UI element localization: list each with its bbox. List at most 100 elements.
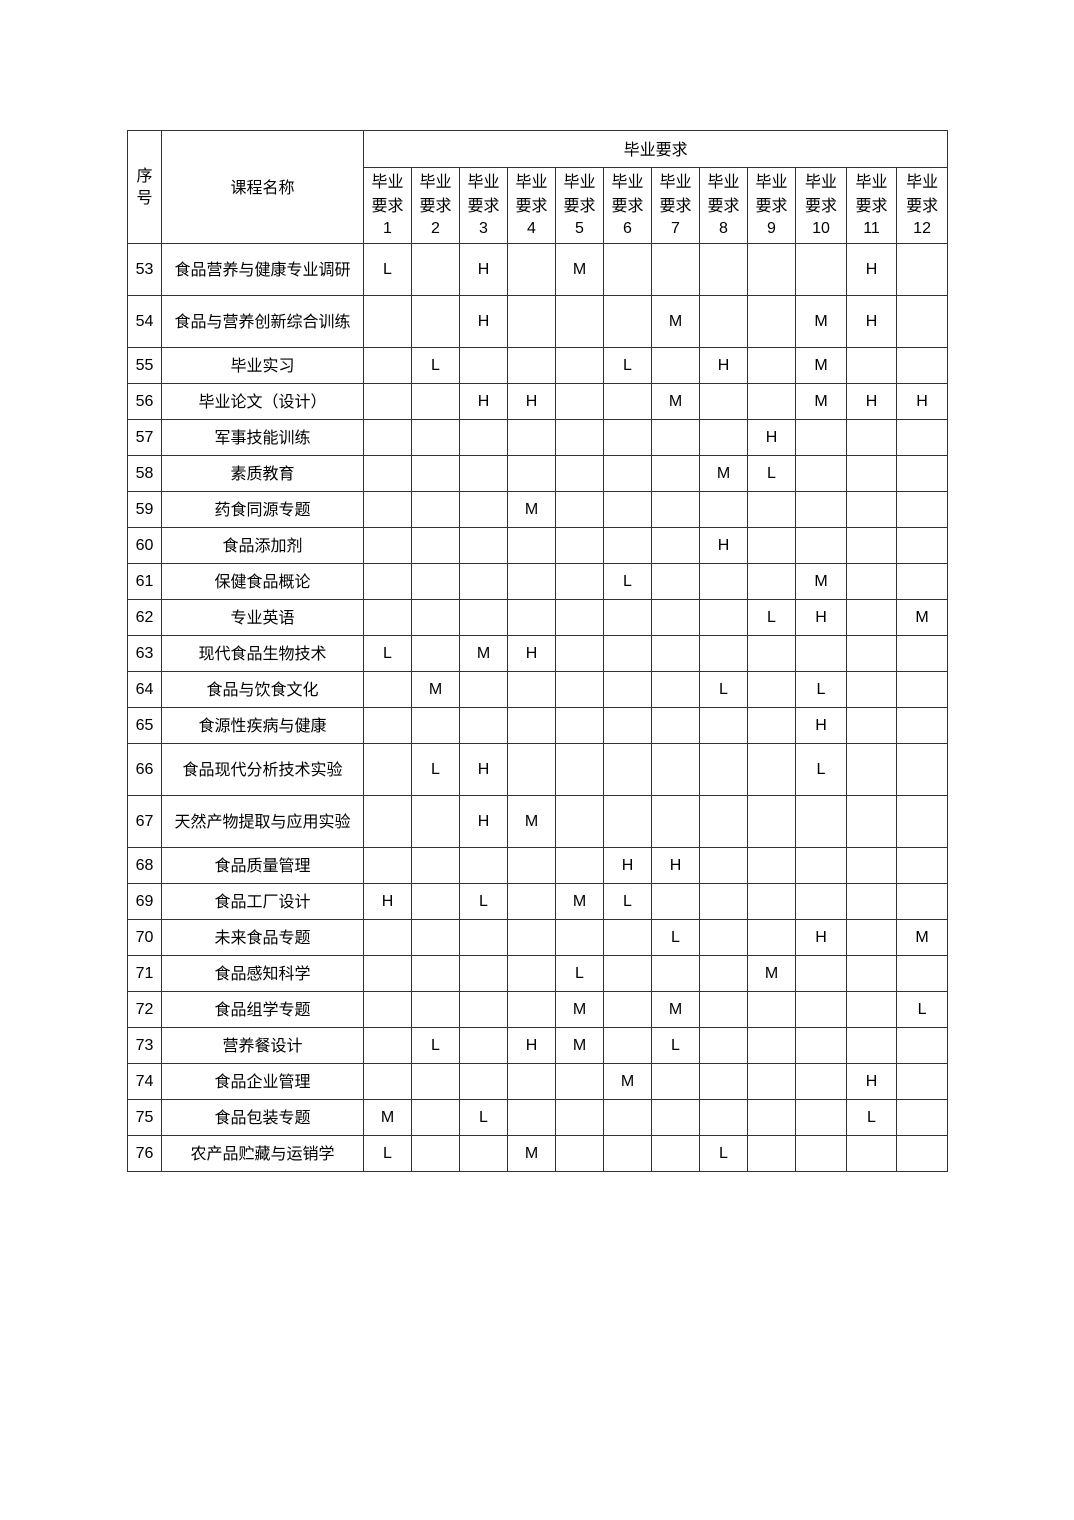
table-row: 55 毕业实习 L L H M xyxy=(127,347,949,384)
course-name: 食品感知科学 xyxy=(161,955,364,992)
requirement-level-cell: L xyxy=(603,347,652,384)
requirement-level-cell xyxy=(699,991,748,1028)
requirement-level-cell xyxy=(507,419,556,456)
requirement-header-number: 9 xyxy=(767,220,776,238)
requirement-header-4: 毕业要求 4 xyxy=(507,167,556,244)
requirement-level-cell xyxy=(363,1027,412,1064)
requirement-level-cell xyxy=(747,883,796,920)
requirement-level-cell xyxy=(363,347,412,384)
requirement-level-cell: M xyxy=(699,455,748,492)
requirement-level-cell: H xyxy=(603,847,652,884)
requirement-level-cell xyxy=(363,847,412,884)
requirement-level-cell xyxy=(555,527,604,564)
requirement-level-cell xyxy=(895,671,949,708)
table-row: 57 军事技能训练 H xyxy=(127,419,949,456)
requirement-level-cell xyxy=(699,563,748,600)
requirement-level-cell xyxy=(603,795,652,848)
table-row: 76 农产品贮藏与运销学 L M L xyxy=(127,1135,949,1172)
seq-header: 序号 xyxy=(127,130,162,244)
requirement-level-cell: M xyxy=(507,795,556,848)
requirement-header-5: 毕业要求 5 xyxy=(555,167,604,244)
requirement-level-cell: H xyxy=(459,295,508,348)
requirement-level-cell: M xyxy=(651,383,700,420)
requirement-level-cell xyxy=(651,635,700,672)
row-number: 70 xyxy=(127,919,162,956)
requirement-level-cell: L xyxy=(555,955,604,992)
requirement-level-cell xyxy=(795,455,847,492)
requirement-level-cell xyxy=(507,883,556,920)
requirement-level-cell: M xyxy=(651,295,700,348)
requirement-level-cell: L xyxy=(411,347,460,384)
requirement-level-cell xyxy=(651,491,700,528)
requirement-header-prefix: 毕业要求 xyxy=(804,172,837,215)
requirement-level-cell xyxy=(363,919,412,956)
requirement-level-cell: H xyxy=(795,919,847,956)
course-name: 农产品贮藏与运销学 xyxy=(161,1135,364,1172)
requirement-level-cell xyxy=(846,919,897,956)
requirement-level-cell: L xyxy=(363,243,412,296)
requirement-level-cell xyxy=(699,919,748,956)
requirement-level-cell xyxy=(459,671,508,708)
requirement-level-cell xyxy=(555,671,604,708)
requirement-level-cell xyxy=(603,743,652,796)
requirement-level-cell xyxy=(555,419,604,456)
requirement-level-cell xyxy=(846,847,897,884)
requirement-level-cell xyxy=(603,1099,652,1136)
requirement-level-cell: H xyxy=(459,383,508,420)
requirement-level-cell xyxy=(699,1063,748,1100)
requirement-level-cell xyxy=(555,919,604,956)
requirement-level-cell xyxy=(603,707,652,744)
requirement-level-cell xyxy=(846,883,897,920)
requirement-level-cell xyxy=(699,243,748,296)
requirement-level-cell: H xyxy=(459,243,508,296)
requirement-level-cell xyxy=(363,563,412,600)
requirement-level-cell xyxy=(603,955,652,992)
requirement-level-cell xyxy=(747,383,796,420)
requirement-level-cell xyxy=(895,635,949,672)
requirement-level-cell xyxy=(699,419,748,456)
table-row: 61 保健食品概论 L M xyxy=(127,563,949,600)
requirement-level-cell xyxy=(555,455,604,492)
requirement-level-cell xyxy=(846,527,897,564)
requirement-level-cell xyxy=(747,847,796,884)
requirement-header-2: 毕业要求 2 xyxy=(411,167,460,244)
requirement-level-cell xyxy=(651,671,700,708)
requirement-level-cell xyxy=(699,635,748,672)
requirement-header-10: 毕业要求 10 xyxy=(795,167,847,244)
requirement-level-cell xyxy=(795,635,847,672)
row-number: 62 xyxy=(127,599,162,636)
requirement-header-8: 毕业要求 8 xyxy=(699,167,748,244)
requirement-level-cell xyxy=(747,491,796,528)
row-number: 76 xyxy=(127,1135,162,1172)
requirement-level-cell xyxy=(411,295,460,348)
requirement-level-cell xyxy=(363,527,412,564)
requirement-level-cell: L xyxy=(895,991,949,1028)
requirement-level-cell xyxy=(895,491,949,528)
requirement-level-cell xyxy=(846,455,897,492)
row-number: 67 xyxy=(127,795,162,848)
requirement-level-cell xyxy=(699,1027,748,1064)
requirement-header-number: 7 xyxy=(671,220,680,238)
requirement-level-cell xyxy=(846,563,897,600)
requirement-level-cell: L xyxy=(411,743,460,796)
requirement-level-cell: H xyxy=(459,795,508,848)
requirement-header-number: 5 xyxy=(575,220,584,238)
requirement-level-cell xyxy=(507,243,556,296)
requirement-level-cell xyxy=(699,795,748,848)
requirement-level-cell: L xyxy=(363,1135,412,1172)
requirement-level-cell: M xyxy=(555,1027,604,1064)
table-row: 60 食品添加剂 H xyxy=(127,527,949,564)
row-number: 75 xyxy=(127,1099,162,1136)
requirement-level-cell xyxy=(555,491,604,528)
requirement-level-cell xyxy=(507,347,556,384)
requirement-level-cell xyxy=(363,491,412,528)
table-row: 65 食源性疾病与健康 H xyxy=(127,707,949,744)
requirement-level-cell xyxy=(747,1027,796,1064)
requirement-level-cell xyxy=(895,455,949,492)
requirement-level-cell xyxy=(555,599,604,636)
requirement-level-cell xyxy=(411,955,460,992)
requirement-level-cell xyxy=(459,991,508,1028)
requirement-level-cell: M xyxy=(895,919,949,956)
table-row: 66 食品现代分析技术实验 L H L xyxy=(127,743,949,796)
requirement-level-cell xyxy=(411,1099,460,1136)
